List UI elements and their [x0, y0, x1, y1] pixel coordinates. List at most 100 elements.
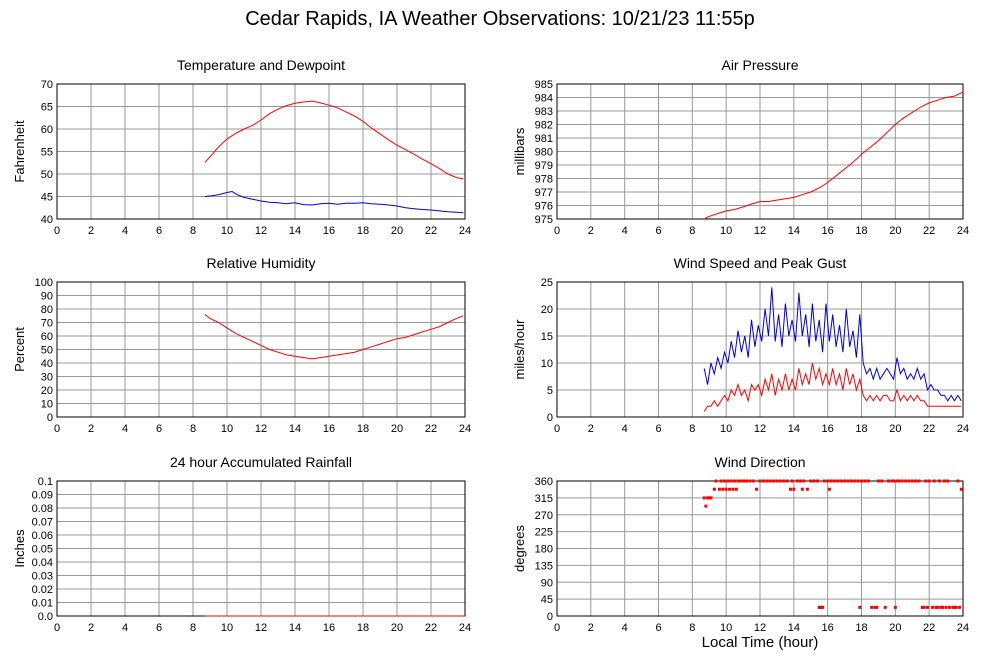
temperature-title: Temperature and Dewpoint: [177, 57, 345, 73]
wind-direction-ytick-label: 270: [535, 510, 553, 522]
temperature-xtick-label: 6: [156, 225, 162, 237]
wind-direction-point: [846, 479, 850, 483]
wind-direction-point: [795, 479, 799, 483]
wind-direction-point: [922, 605, 926, 609]
wind-direction-point: [946, 479, 950, 483]
wind-direction-point: [731, 487, 735, 491]
pressure-ytick-label: 980: [535, 147, 553, 159]
wind-direction-point: [809, 479, 813, 483]
wind-direction-point: [942, 479, 946, 483]
wind-direction-point: [843, 479, 847, 483]
wind-direction-point: [790, 479, 794, 483]
wind-direction-point: [897, 479, 901, 483]
temperature-ytick-label: 60: [41, 124, 53, 136]
wind-speed-ytick-label: 0: [547, 412, 553, 424]
rainfall-xtick-label: 22: [425, 622, 437, 634]
pressure-xtick-label: 16: [822, 225, 834, 237]
wind-direction-point: [892, 479, 896, 483]
wind-direction-point: [917, 479, 921, 483]
temperature-ytick-label: 45: [41, 192, 53, 204]
pressure-title: Air Pressure: [721, 57, 798, 73]
wind-direction-point: [802, 479, 806, 483]
wind-direction-point: [726, 479, 730, 483]
wind-direction-point: [707, 496, 711, 500]
wind-direction-point: [853, 479, 857, 483]
wind-speed-series-line-1: [703, 362, 962, 412]
wind-direction-point: [821, 605, 825, 609]
temperature-ytick-label: 65: [41, 102, 53, 114]
wind-direction-point: [743, 479, 747, 483]
humidity-xtick-label: 18: [357, 423, 369, 435]
wind-direction-point: [839, 479, 843, 483]
wind-direction-point: [856, 479, 860, 483]
wind-direction-point: [944, 605, 948, 609]
wind-direction-point: [721, 487, 725, 491]
wind-direction-point: [816, 479, 820, 483]
wind-direction-point: [920, 605, 924, 609]
temperature-ytick-label: 70: [41, 79, 53, 91]
rainfall-ytick-label: 0.1: [38, 476, 53, 488]
wind-speed-xtick-label: 16: [822, 423, 834, 435]
wind-direction-point: [941, 605, 945, 609]
wind-direction-point: [875, 605, 879, 609]
wind-direction-point: [947, 605, 951, 609]
wind-direction-point: [812, 479, 816, 483]
wind-direction-ytick-label: 360: [535, 476, 553, 488]
wind-direction-point: [717, 487, 721, 491]
wind-direction-ytick-label: 90: [541, 577, 553, 589]
rainfall-ytick-label: 0.07: [32, 517, 53, 529]
wind-direction-point: [893, 605, 897, 609]
temperature-ylabel: Fahrenheit: [12, 120, 27, 183]
temperature-ytick-label: 50: [41, 169, 53, 181]
pressure-ytick-label: 981: [535, 133, 553, 145]
wind-direction-xtick-label: 14: [788, 622, 800, 634]
rainfall-ytick-label: 0.0: [38, 611, 53, 623]
wind-speed-ytick-label: 15: [541, 331, 553, 343]
wind-direction-point: [748, 479, 752, 483]
wind-direction-point: [728, 487, 732, 491]
humidity-ytick-label: 60: [41, 331, 53, 343]
temperature-xtick-label: 18: [357, 225, 369, 237]
wind-speed-ylabel: miles/hour: [512, 319, 527, 380]
pressure-ytick-label: 978: [535, 174, 553, 186]
wind-direction-ytick-label: 45: [541, 594, 553, 606]
wind-direction-point: [719, 479, 723, 483]
temperature-xtick-label: 24: [459, 225, 471, 237]
rainfall-xtick-label: 18: [357, 622, 369, 634]
wind-direction-xtick-label: 24: [957, 622, 969, 634]
pressure-xtick-label: 20: [889, 225, 901, 237]
wind-direction-point: [739, 479, 743, 483]
temperature-xtick-label: 12: [255, 225, 267, 237]
wind-direction-ytick-label: 225: [535, 527, 553, 539]
pressure-xtick-label: 12: [754, 225, 766, 237]
wind-direction-xtick-label: 10: [720, 622, 732, 634]
wind-direction-point: [931, 605, 935, 609]
wind-direction-point: [910, 479, 914, 483]
humidity-ytick-label: 80: [41, 304, 53, 316]
wind-direction-point: [954, 605, 958, 609]
wind-direction-point: [932, 479, 936, 483]
wind-direction-point: [782, 479, 786, 483]
wind-direction-xtick-label: 4: [622, 622, 628, 634]
wind-direction-point: [765, 479, 769, 483]
rainfall-xtick-label: 24: [459, 622, 471, 634]
wind-direction-xtick-label: 22: [923, 622, 935, 634]
wind-direction-ytick-label: 180: [535, 544, 553, 556]
humidity-ytick-label: 10: [41, 399, 53, 411]
humidity-xtick-label: 0: [54, 423, 60, 435]
wind-direction-point: [829, 479, 833, 483]
wind-direction-point: [890, 479, 894, 483]
wind-direction-point: [785, 479, 789, 483]
rainfall-xtick-label: 10: [221, 622, 233, 634]
wind-direction-point: [860, 479, 863, 483]
wind-speed-title: Wind Speed and Peak Gust: [674, 255, 847, 271]
temperature-xtick-label: 0: [54, 225, 60, 237]
humidity-frame: [56, 281, 466, 418]
wind-direction-point: [822, 479, 826, 483]
wind-direction-point: [758, 479, 762, 483]
wind-direction-point: [849, 479, 853, 483]
temperature-xtick-label: 16: [323, 225, 335, 237]
humidity-xtick-label: 6: [156, 423, 162, 435]
pressure-xtick-label: 0: [554, 225, 560, 237]
